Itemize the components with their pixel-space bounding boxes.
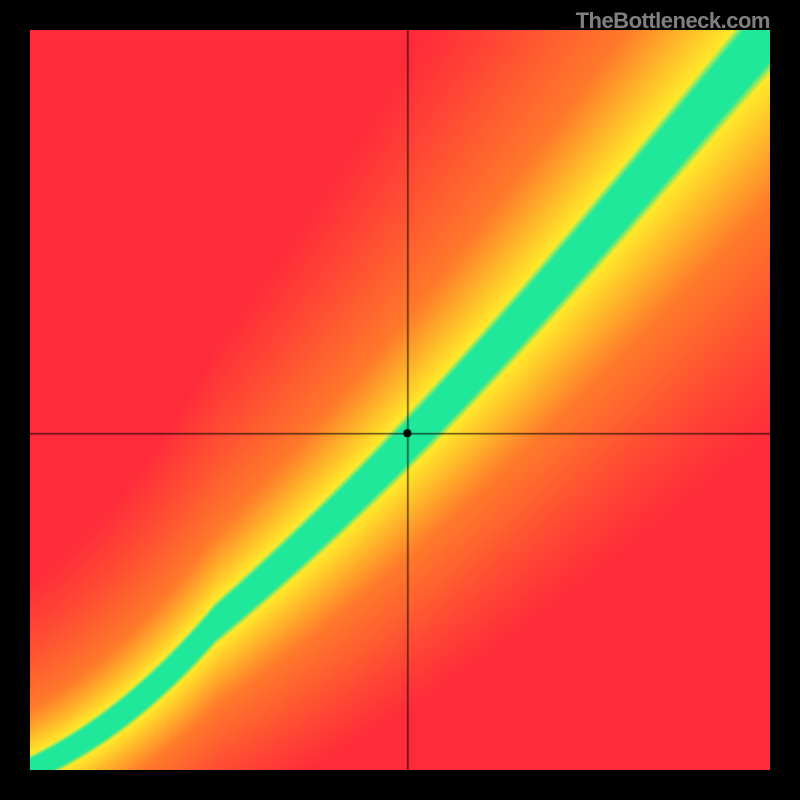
bottleneck-heatmap bbox=[30, 30, 770, 770]
chart-container: TheBottleneck.com bbox=[0, 0, 800, 800]
watermark-text: TheBottleneck.com bbox=[576, 8, 770, 34]
